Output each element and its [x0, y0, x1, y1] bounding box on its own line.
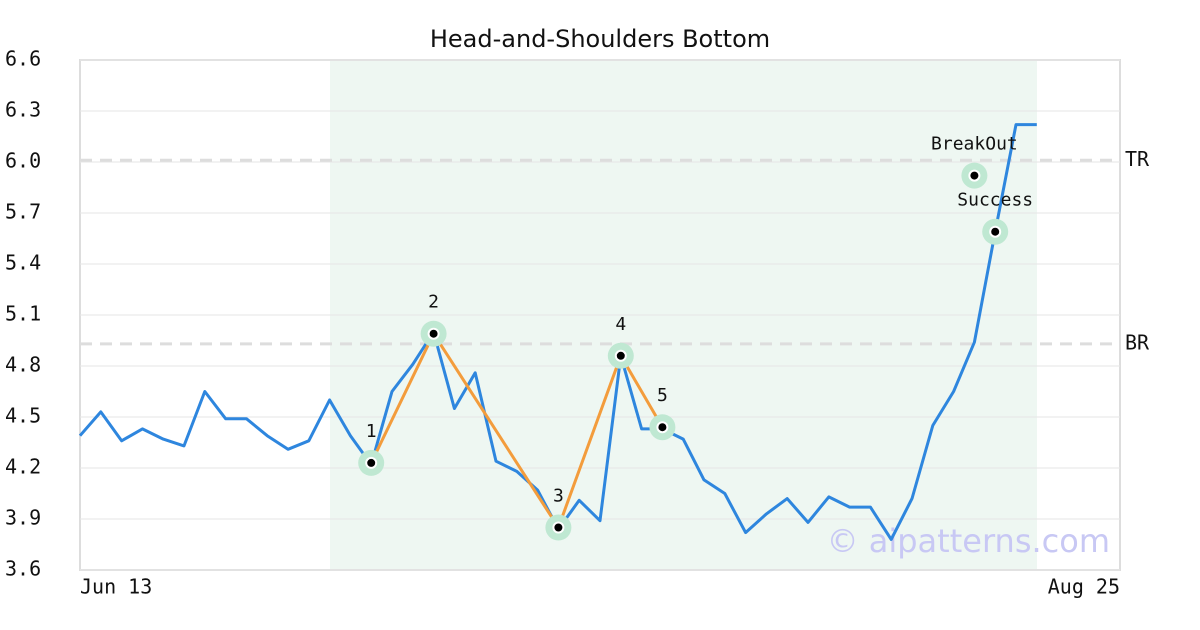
marker [656, 421, 669, 434]
marker [989, 225, 1002, 238]
marker-label: 2 [428, 292, 439, 313]
x-tick-label: Jun 13 [80, 575, 152, 599]
marker-label: 4 [615, 314, 626, 335]
y-tick-label: 5.4 [5, 251, 41, 275]
marker-label: Success [957, 190, 1033, 211]
y-tick-label: 4.5 [5, 404, 41, 428]
marker [427, 327, 440, 340]
y-tick-label: 6.3 [5, 98, 41, 122]
marker [614, 349, 627, 362]
marker [968, 169, 981, 182]
y-tick-label: 6.6 [5, 47, 41, 71]
marker-label: BreakOut [931, 134, 1018, 155]
marker-label: 5 [657, 385, 668, 406]
level-label: TR [1125, 147, 1150, 171]
y-tick-label: 5.7 [5, 200, 41, 224]
y-tick-label: 4.8 [5, 353, 41, 377]
y-tick-label: 3.9 [5, 506, 41, 530]
marker-label: 1 [366, 421, 377, 442]
y-tick-label: 4.2 [5, 455, 41, 479]
watermark: © aipatterns.com [827, 522, 1110, 560]
y-tick-label: 6.0 [5, 149, 41, 173]
marker-label: 3 [553, 486, 564, 507]
chart-title: Head-and-Shoulders Bottom [430, 25, 770, 53]
marker [365, 456, 378, 469]
marker [552, 521, 565, 534]
level-label: BR [1125, 330, 1150, 354]
x-tick-label: Aug 25 [1048, 575, 1120, 599]
y-tick-label: 3.6 [5, 557, 41, 581]
y-tick-label: 5.1 [5, 302, 41, 326]
